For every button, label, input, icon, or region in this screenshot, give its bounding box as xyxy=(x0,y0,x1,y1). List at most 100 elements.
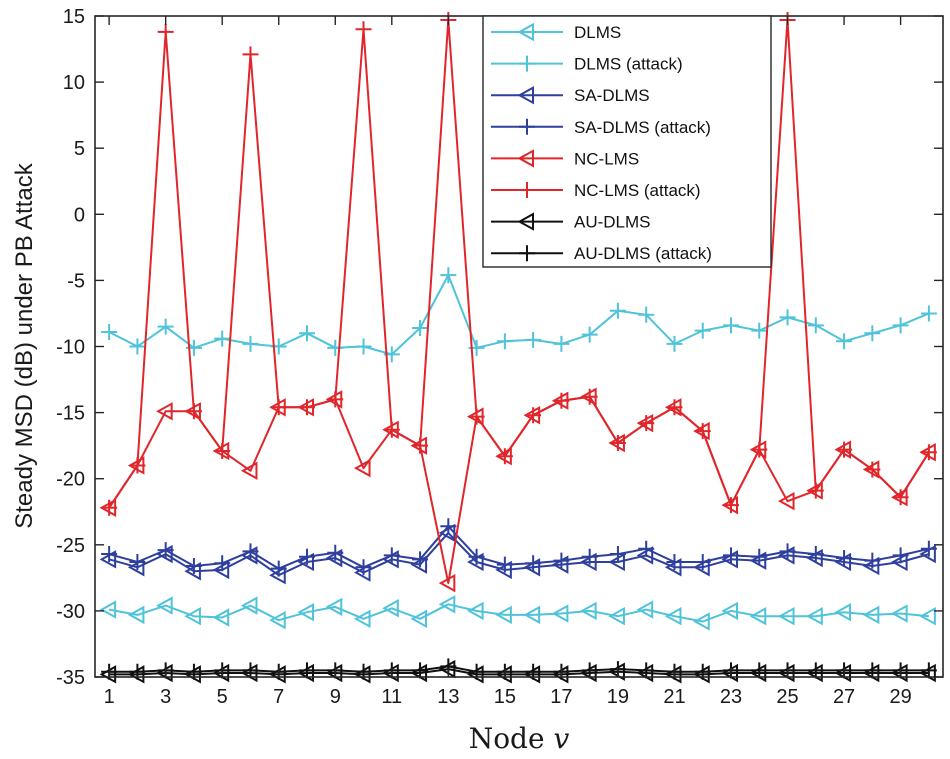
legend-marker-dlms xyxy=(517,22,534,42)
data-point-sa-dlms-attack-4 xyxy=(185,557,202,574)
series-nc-lms-attack xyxy=(101,11,937,516)
data-point-dlms-22 xyxy=(693,612,710,631)
data-point-dlms-attack-21 xyxy=(666,335,683,352)
data-point-dlms-7 xyxy=(269,610,286,630)
legend-marker-sa-dlms-attack xyxy=(519,118,535,135)
x-tick-label-7: 7 xyxy=(273,686,284,708)
data-point-dlms-23 xyxy=(721,601,738,621)
axis-layer: 1 3 5 7 9 11 13 15 17 19 21 23 25 27 29151050-5-10-15-… xyxy=(56,6,943,708)
data-point-nc-lms-attack-26 xyxy=(807,482,824,499)
y-tick-label-10: 10 xyxy=(63,72,85,94)
data-point-dlms-attack-8 xyxy=(299,325,315,342)
data-point-sa-dlms-attack-14 xyxy=(468,548,485,565)
y-tick-label--10: -10 xyxy=(56,337,85,359)
x-tick-label-9: 9 xyxy=(330,686,341,708)
data-point-nc-lms-13 xyxy=(438,573,456,593)
data-point-dlms-attack-22 xyxy=(694,322,711,339)
x-axis-title-text: Node xyxy=(469,722,554,755)
data-point-dlms-attack-16 xyxy=(525,331,542,348)
data-point-dlms-attack-15 xyxy=(496,333,513,350)
y-tick-label--20: -20 xyxy=(56,469,85,491)
series-layer xyxy=(99,11,937,684)
legend-label-dlms-attack: DLMS (attack) xyxy=(574,55,683,74)
data-point-dlms-attack-23 xyxy=(723,317,739,334)
data-point-sa-dlms-attack-25 xyxy=(779,543,796,560)
data-point-dlms-14 xyxy=(467,601,484,621)
x-tick-label-17: 17 xyxy=(550,686,572,708)
data-point-dlms-28 xyxy=(862,605,880,625)
data-point-nc-lms-attack-15 xyxy=(496,448,513,465)
data-point-dlms-12 xyxy=(410,609,428,629)
data-point-au-dlms-attack-8 xyxy=(299,662,315,679)
data-point-dlms-26 xyxy=(806,606,823,626)
data-point-dlms-attack-26 xyxy=(807,317,824,334)
y-tick-label--5: -5 xyxy=(67,270,85,292)
data-point-nc-lms-attack-12 xyxy=(412,437,429,454)
data-point-nc-lms-attack-1 xyxy=(101,499,118,516)
legend-label-nc-lms: NC-LMS xyxy=(574,149,639,168)
legend-marker-nc-lms xyxy=(517,149,534,168)
data-point-sa-dlms-attack-21 xyxy=(666,553,683,570)
data-point-nc-lms-3 xyxy=(156,402,173,421)
data-point-dlms-13 xyxy=(438,595,456,614)
data-point-au-dlms-attack-26 xyxy=(807,662,824,679)
x-tick-label-5: 5 xyxy=(217,686,228,708)
data-point-dlms-15 xyxy=(495,605,512,625)
x-tick-label-1: 1 xyxy=(104,686,115,708)
legend-marker-dlms-attack xyxy=(519,55,535,72)
data-point-sa-dlms-attack-10 xyxy=(355,559,372,576)
data-point-dlms-24 xyxy=(749,606,767,626)
legend-label-sa-dlms: SA-DLMS xyxy=(574,86,650,105)
series-line-nc-lms-attack xyxy=(108,19,930,509)
data-point-nc-lms-attack-20 xyxy=(638,415,655,432)
legend-item-au-dlms: AU-DLMS xyxy=(491,212,651,232)
data-point-dlms-attack-5 xyxy=(214,330,231,347)
data-point-sa-dlms-attack-12 xyxy=(412,551,429,568)
data-point-dlms-attack-27 xyxy=(836,333,853,350)
y-tick-label--30: -30 xyxy=(56,601,85,623)
data-point-dlms-attack-28 xyxy=(864,325,881,342)
y-tick-label--35: -35 xyxy=(56,667,85,689)
data-point-sa-dlms-attack-9 xyxy=(327,544,344,561)
data-point-sa-dlms-attack-11 xyxy=(383,547,400,564)
data-point-au-dlms-attack-30 xyxy=(920,662,937,679)
data-point-nc-lms-attack-27 xyxy=(836,441,853,458)
x-axis-title-variable: v xyxy=(553,722,569,755)
data-point-dlms-25 xyxy=(777,606,795,626)
data-point-sa-dlms-attack-5 xyxy=(214,555,231,572)
data-point-dlms-17 xyxy=(551,604,569,623)
x-tick-label-19: 19 xyxy=(607,686,629,708)
x-tick-label-13: 13 xyxy=(437,686,459,708)
data-point-dlms-attack-2 xyxy=(129,338,146,355)
data-point-dlms-5 xyxy=(212,608,230,627)
y-tick-label-0: 0 xyxy=(74,204,85,226)
y-axis-title: Steady MSD (dB) under PB Attack xyxy=(11,162,38,528)
x-tick-label-15: 15 xyxy=(494,686,516,708)
series-sa-dlms-attack xyxy=(101,518,937,577)
data-point-dlms-attack-18 xyxy=(581,326,598,343)
y-tick-label-5: 5 xyxy=(74,138,85,160)
data-point-sa-dlms-attack-3 xyxy=(157,542,174,559)
data-point-dlms-3 xyxy=(156,596,173,615)
data-point-sa-dlms-attack-2 xyxy=(129,553,146,570)
x-tick-label-27: 27 xyxy=(833,686,855,708)
legend-item-nc-lms: NC-LMS xyxy=(491,149,639,168)
data-point-dlms-16 xyxy=(523,605,541,625)
data-point-dlms-27 xyxy=(834,603,852,622)
data-point-nc-lms-attack-17 xyxy=(553,392,570,409)
data-point-sa-dlms-attack-22 xyxy=(694,553,711,570)
data-point-dlms-9 xyxy=(325,597,343,617)
data-point-dlms-18 xyxy=(580,601,597,621)
data-point-nc-lms-attack-11 xyxy=(383,421,400,438)
legend-marker-nc-lms-attack xyxy=(519,182,535,198)
data-point-sa-dlms-attack-18 xyxy=(581,548,598,565)
legend-marker-au-dlms xyxy=(517,212,534,231)
data-point-dlms-21 xyxy=(664,606,682,626)
data-point-dlms-attack-1 xyxy=(101,323,118,340)
data-point-dlms-attack-10 xyxy=(355,338,372,355)
legend: DLMS DLMS (attack) SA-DLMS SA-DLMS (attack)… xyxy=(482,15,772,268)
data-point-dlms-attack-29 xyxy=(892,317,909,334)
data-point-au-dlms-attack-12 xyxy=(412,662,429,679)
data-point-sa-dlms-attack-13 xyxy=(440,518,457,535)
